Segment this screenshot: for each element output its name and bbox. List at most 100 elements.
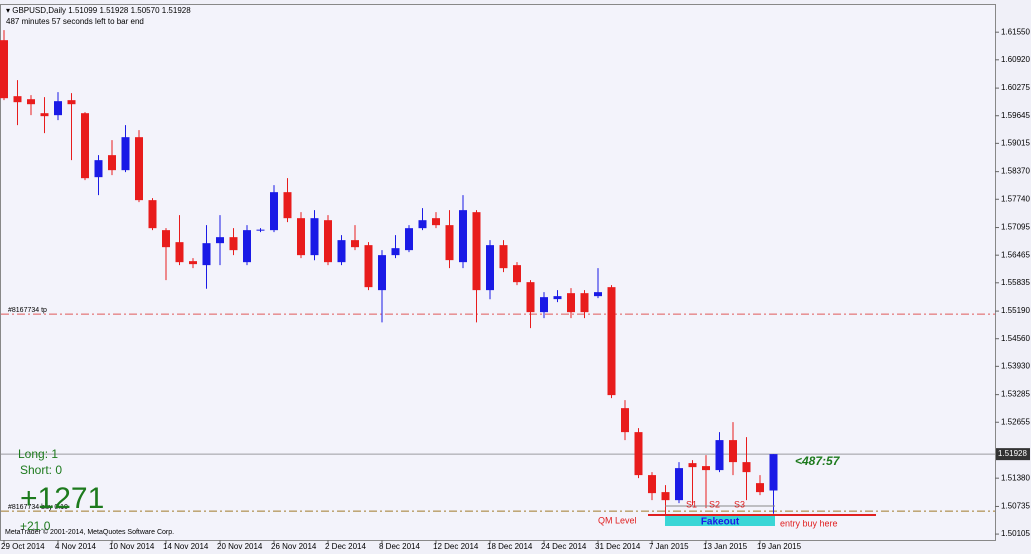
- candle-body: [324, 220, 332, 263]
- candle-body: [297, 218, 305, 256]
- candle-body: [472, 212, 481, 291]
- candle-body: [418, 220, 427, 229]
- candle-body: [162, 230, 170, 248]
- y-tick-label: 1.52655: [1001, 417, 1030, 426]
- candle-body: [621, 408, 629, 433]
- x-tick-label: 10 Nov 2014: [109, 542, 155, 551]
- candle-body: [13, 96, 22, 103]
- y-tick-label: 1.53930: [1001, 361, 1030, 370]
- s2-label: S2: [709, 499, 720, 509]
- x-tick-label: 19 Jan 2015: [757, 542, 802, 551]
- level-label: #8167734 buy 0.10: [8, 504, 68, 511]
- candle-body: [634, 432, 643, 476]
- candle-body: [391, 248, 400, 256]
- x-tick-label: 13 Jan 2015: [703, 542, 748, 551]
- candle-body: [432, 218, 440, 226]
- x-tick-label: 4 Nov 2014: [55, 542, 96, 551]
- candle-body: [54, 101, 62, 116]
- candle-body: [445, 225, 454, 261]
- x-tick-label: 7 Jan 2015: [649, 542, 689, 551]
- chart-title: ▾ GBPUSD,Daily 1.51099 1.51928 1.50570 1…: [6, 6, 191, 15]
- x-tick-label: 20 Nov 2014: [217, 542, 263, 551]
- candle-body: [256, 229, 265, 231]
- candle-body: [553, 296, 562, 300]
- long-count: Long: 1: [18, 447, 58, 461]
- candle-body: [378, 255, 386, 291]
- candle-body: [459, 210, 467, 263]
- y-tick-label: 1.59015: [1001, 138, 1030, 147]
- candle-body: [769, 454, 778, 491]
- candle-body: [580, 293, 589, 313]
- y-tick-label: 1.54560: [1001, 334, 1030, 343]
- candle-body: [499, 245, 508, 269]
- copyright: MetaTrader © 2001-2014, MetaQuotes Softw…: [5, 528, 174, 536]
- y-tick-label: 1.50735: [1001, 502, 1030, 511]
- x-tick-label: 31 Dec 2014: [595, 542, 641, 551]
- price-tag: [996, 448, 1030, 461]
- candle-body: [229, 237, 238, 251]
- x-tick-label: 12 Dec 2014: [433, 542, 479, 551]
- candle-body: [337, 240, 346, 263]
- candle-body: [742, 462, 751, 473]
- y-tick-label: 1.59645: [1001, 111, 1030, 120]
- x-tick-label: 8 Dec 2014: [379, 542, 420, 551]
- candle-body: [40, 113, 49, 117]
- countdown: <487:57: [795, 454, 841, 468]
- candle-body: [364, 245, 373, 288]
- subtitle: 487 minutes 57 seconds left to bar end: [6, 17, 144, 26]
- short-count: Short: 0: [20, 463, 62, 477]
- candle-body: [94, 160, 103, 178]
- pips: +21.0: [20, 519, 51, 533]
- candle-body: [283, 192, 292, 219]
- candle-body: [540, 297, 548, 313]
- candle-body: [351, 240, 359, 248]
- candle-body: [202, 243, 211, 266]
- profit: +1271: [20, 482, 104, 515]
- candle-body: [486, 245, 494, 291]
- high-value: 1.51928: [99, 6, 128, 15]
- x-tick-label: 2 Dec 2014: [325, 542, 366, 551]
- symbol: GBPUSD,Daily: [12, 6, 66, 15]
- candle-body: [27, 99, 35, 105]
- candle-body: [310, 218, 319, 256]
- candle-body: [661, 492, 670, 501]
- y-tick-label: 1.55190: [1001, 306, 1030, 315]
- candle-body: [675, 468, 683, 501]
- open-value: 1.51099: [68, 6, 97, 15]
- y-tick-label: 1.51380: [1001, 473, 1030, 482]
- y-tick-label: 1.60275: [1001, 83, 1030, 92]
- candle-body: [648, 475, 656, 494]
- candle-body: [715, 440, 724, 471]
- candle-body: [594, 292, 602, 297]
- x-tick-label: 26 Nov 2014: [271, 542, 317, 551]
- candle-body: [216, 237, 224, 244]
- candle-body: [108, 155, 116, 171]
- candle-body: [0, 40, 8, 99]
- candle-body: [729, 440, 737, 463]
- price-tag-label: 1.51928: [998, 449, 1027, 458]
- qm-label: QM Level: [598, 515, 637, 525]
- entry-label: entry buy here: [780, 518, 838, 528]
- y-tick-label: 1.58370: [1001, 167, 1030, 176]
- candle-body: [67, 100, 76, 105]
- y-tick-label: 1.56465: [1001, 250, 1030, 259]
- candle-body: [243, 230, 251, 263]
- y-tick-label: 1.61550: [1001, 27, 1030, 36]
- x-tick-label: 29 Oct 2014: [1, 542, 45, 551]
- marks: 1.61550 1.60920 1.60275 1.59645 1.59015 1.583…: [0, 27, 1030, 551]
- s1-label: S1: [686, 499, 697, 509]
- candle-body: [148, 200, 157, 229]
- candle-body: [756, 483, 764, 493]
- candle-body: [175, 242, 184, 263]
- candle-body: [189, 261, 197, 265]
- x-tick-label: 14 Nov 2014: [163, 542, 209, 551]
- close-value: 1.51928: [162, 6, 191, 15]
- y-tick-label: 1.57095: [1001, 223, 1030, 232]
- candle-body: [607, 287, 616, 396]
- x-tick-label: 24 Dec 2014: [541, 542, 587, 551]
- candle-body: [81, 113, 89, 179]
- y-tick-label: 1.55835: [1001, 278, 1030, 287]
- plot-frame: [0, 4, 996, 541]
